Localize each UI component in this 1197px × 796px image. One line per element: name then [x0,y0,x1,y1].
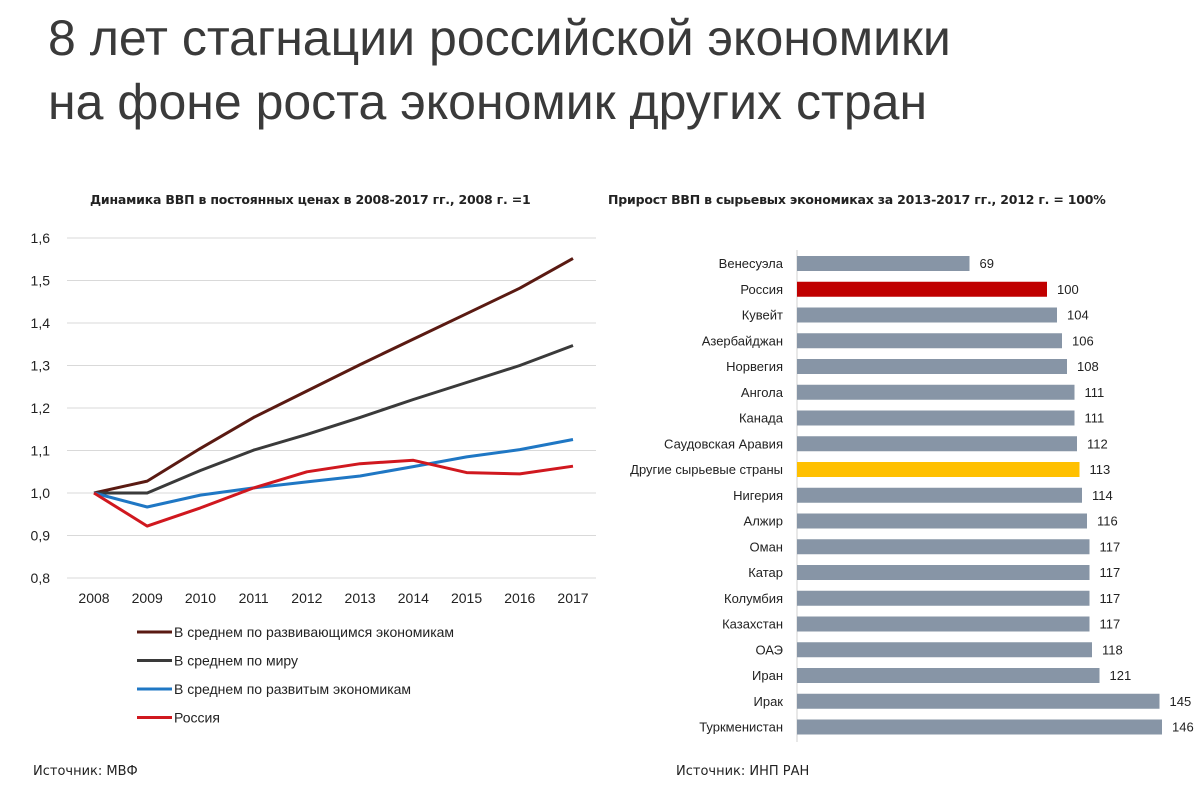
bar [797,539,1090,555]
x-tick-label: 2017 [557,590,588,606]
bar-value-label: 117 [1100,565,1121,580]
series-line [93,438,574,509]
bar [797,590,1090,606]
bar-category-label: Иран [752,668,783,683]
bar-value-label: 69 [980,256,994,271]
bar-category-label: Катар [748,565,783,580]
bar-category-label: Россия [740,282,783,297]
bar [797,668,1100,683]
bar [797,719,1162,735]
bar-value-label: 104 [1067,308,1089,323]
bar-category-label: ОАЭ [755,642,783,657]
x-tick-label: 2008 [78,590,109,606]
bar-value-label: 145 [1170,694,1192,709]
bar [797,487,1082,503]
bar-value-label: 113 [1090,462,1111,477]
bar [797,359,1067,374]
slide-title-line1: 8 лет стагнации российской экономики [48,10,951,66]
bar-value-label: 117 [1100,617,1121,632]
y-tick-label: 0,9 [31,528,51,544]
slide-title: 8 лет стагнации российской экономики на … [48,6,951,134]
bar [797,333,1062,349]
bar-value-label: 121 [1110,668,1132,683]
bar-value-label: 106 [1072,333,1094,348]
y-tick-label: 1,3 [31,358,51,374]
x-tick-label: 2015 [451,590,482,606]
line-chart-source: Источник: МВФ [33,764,138,779]
y-tick-label: 1,6 [31,230,51,246]
bar-category-label: Колумбия [724,591,783,606]
bar-category-label: Азербайджан [702,333,783,348]
series-line [94,344,574,495]
bar [797,281,1047,297]
bar [797,513,1087,529]
y-tick-label: 1,1 [31,443,51,459]
bar [797,436,1077,452]
bar-category-label: Канада [739,411,784,426]
series-line [93,458,574,528]
y-tick-label: 1,2 [31,400,51,416]
legend-label: В среднем по развивающимся экономикам [174,624,454,640]
y-tick-label: 1,0 [31,485,51,501]
bar-value-label: 114 [1092,488,1113,503]
x-tick-label: 2016 [504,590,535,606]
bar-value-label: 100 [1057,282,1079,297]
x-tick-label: 2009 [132,590,163,606]
bar-category-label: Казахстан [722,617,783,632]
bar-chart-source: Источник: ИНП РАН [676,764,810,779]
bar-category-label: Ангола [741,385,784,400]
bar-value-label: 117 [1100,539,1121,554]
bar [797,256,970,271]
bar [797,462,1080,477]
bar-value-label: 146 [1172,720,1194,735]
y-tick-label: 1,5 [31,273,51,289]
bar-category-label: Ирак [754,694,784,709]
bar-value-label: 117 [1100,591,1121,606]
bar [797,616,1090,632]
bar-value-label: 111 [1085,411,1105,426]
bar-category-label: Туркменистан [699,720,783,735]
bar-category-label: Саудовская Аравия [664,436,783,451]
bar-value-label: 118 [1102,642,1123,657]
x-tick-label: 2014 [398,590,429,606]
slide-title-line2: на фоне роста экономик других стран [48,74,928,130]
y-tick-label: 0,8 [31,570,51,586]
legend-label: Россия [174,710,220,726]
bar-category-label: Норвегия [726,359,783,374]
bar [797,384,1075,400]
bar-category-label: Кувейт [742,308,783,323]
bar-value-label: 112 [1087,436,1108,451]
bar-value-label: 108 [1077,359,1099,374]
x-tick-label: 2012 [291,590,322,606]
bar [797,565,1090,580]
bar-category-label: Венесуэла [719,256,784,271]
bar [797,307,1057,323]
bar-chart-title: Прирост ВВП в сырьевых экономиках за 201… [608,192,1106,207]
bar [797,410,1075,426]
bar-value-label: 116 [1097,514,1118,529]
x-tick-label: 2011 [239,590,269,606]
series-line [93,257,574,495]
bar-category-label: Другие сырьевые страны [630,462,783,477]
bar-value-label: 111 [1085,385,1105,400]
y-tick-label: 1,4 [31,315,51,331]
x-tick-label: 2010 [185,590,216,606]
bar-category-label: Алжир [744,514,783,529]
x-tick-label: 2013 [345,590,376,606]
legend-label: В среднем по развитым экономикам [174,681,411,697]
line-chart-title: Динамика ВВП в постоянных ценах в 2008-2… [90,192,531,207]
bar-category-label: Нигерия [733,488,783,503]
bar-category-label: Оман [750,539,783,554]
legend-label: В среднем по миру [174,653,298,669]
bar [797,642,1092,658]
bar [797,693,1160,709]
